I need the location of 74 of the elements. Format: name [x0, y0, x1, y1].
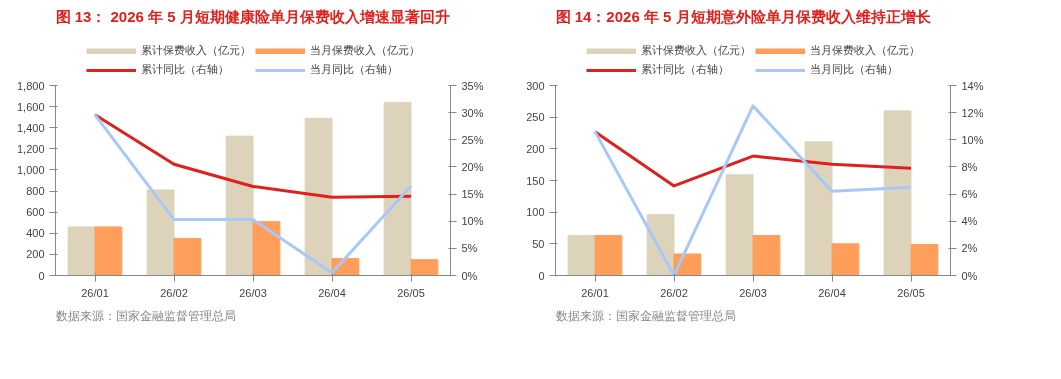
- bar: [410, 259, 439, 276]
- y2-tick-label: 10%: [961, 133, 984, 146]
- y-tick-label: 1,000: [16, 163, 45, 176]
- x-tick-label: 26/04: [818, 286, 846, 299]
- legend-label: 累计同比（右轴）: [140, 62, 229, 77]
- bar: [883, 110, 912, 276]
- source-note: 数据来源：国家金融监督管理总局: [555, 308, 736, 323]
- y-tick-label: 100: [526, 206, 545, 219]
- legend-label: 当月同比（右轴）: [809, 62, 898, 77]
- bar: [225, 135, 254, 276]
- bar: [567, 235, 596, 276]
- y2-tick-label: 14%: [961, 79, 984, 92]
- legend-label: 当月保费收入（亿元）: [809, 43, 920, 58]
- bar: [173, 238, 202, 276]
- line-series: [593, 104, 913, 276]
- bar: [67, 226, 96, 276]
- chart-title: 图 13： 2026 年 5 月短期健康险单月保费收入增速显著回升: [55, 7, 450, 25]
- bar: [725, 174, 754, 276]
- y-tick-label: 0: [38, 269, 45, 282]
- y2-tick-label: 4%: [961, 215, 978, 228]
- bar: [252, 221, 281, 276]
- x-tick-label: 26/02: [660, 286, 688, 299]
- y-tick-label: 400: [26, 227, 45, 240]
- x-tick-label: 26/02: [160, 286, 188, 299]
- y2-tick-label: 10%: [461, 215, 484, 228]
- bar: [146, 189, 175, 276]
- line-series: [93, 113, 413, 275]
- y2-tick-label: 8%: [961, 160, 978, 173]
- source-note: 数据来源：国家金融监督管理总局: [55, 308, 236, 323]
- y-tick-label: 150: [526, 174, 545, 187]
- y2-tick-label: 0%: [461, 269, 478, 282]
- y-tick-label: 1,200: [16, 142, 45, 155]
- x-tick-label: 26/03: [739, 286, 767, 299]
- y2-tick-label: 30%: [461, 106, 484, 119]
- legend-label: 当月同比（右轴）: [309, 62, 398, 77]
- y-tick-label: 250: [526, 111, 545, 124]
- y-tick-label: 50: [532, 237, 545, 250]
- y2-tick-label: 12%: [961, 106, 984, 119]
- y2-tick-label: 25%: [461, 133, 484, 146]
- y-tick-label: 800: [26, 185, 45, 198]
- bar: [94, 226, 123, 276]
- y-tick-label: 200: [26, 248, 45, 261]
- legend-label: 当月保费收入（亿元）: [309, 43, 420, 58]
- y-tick-label: 1,400: [16, 121, 45, 134]
- chart-title: 图 14：2026 年 5 月短期意外险单月保费收入维持正增长: [555, 7, 932, 25]
- x-tick-label: 26/05: [897, 286, 925, 299]
- legend-label: 累计保费收入（亿元）: [640, 43, 751, 58]
- x-tick-label: 26/01: [81, 286, 109, 299]
- y-tick-label: 0: [538, 269, 545, 282]
- y2-tick-label: 35%: [461, 79, 484, 92]
- legend-label: 累计同比（右轴）: [640, 62, 729, 77]
- y-tick-label: 1,800: [16, 79, 45, 92]
- bar: [304, 117, 333, 276]
- x-tick-label: 26/04: [318, 286, 346, 299]
- bar: [910, 243, 939, 276]
- bar: [383, 101, 412, 276]
- y-tick-label: 600: [26, 206, 45, 219]
- bar: [804, 141, 833, 276]
- x-tick-label: 26/05: [397, 286, 425, 299]
- y2-tick-label: 5%: [461, 242, 478, 255]
- y2-tick-label: 15%: [461, 188, 484, 201]
- legend-label: 累计保费收入（亿元）: [140, 43, 251, 58]
- x-tick-label: 26/03: [239, 286, 267, 299]
- bar: [752, 235, 781, 276]
- y2-tick-label: 20%: [461, 160, 484, 173]
- y-tick-label: 1,600: [16, 100, 45, 113]
- y2-tick-label: 6%: [961, 188, 978, 201]
- y-tick-label: 300: [526, 79, 545, 92]
- bar: [831, 243, 860, 276]
- y2-tick-label: 2%: [961, 242, 978, 255]
- bar: [594, 235, 623, 276]
- y-tick-label: 200: [526, 142, 545, 155]
- x-tick-label: 26/01: [581, 286, 609, 299]
- y2-tick-label: 0%: [961, 269, 978, 282]
